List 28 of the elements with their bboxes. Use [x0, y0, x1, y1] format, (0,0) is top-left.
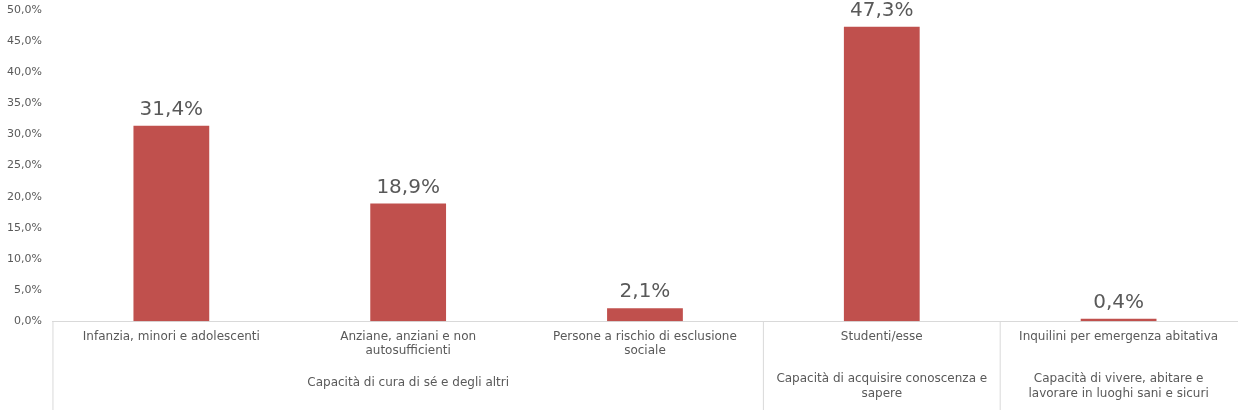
data-label: 47,3% [850, 0, 914, 22]
bar [607, 308, 683, 322]
y-tick-label: 45,0% [6, 33, 42, 47]
y-tick-label: 15,0% [6, 220, 42, 234]
y-tick-label: 10,0% [6, 251, 42, 265]
text: Capacità di cura di sé e degli altri [307, 375, 510, 390]
data-label: 18,9% [376, 173, 440, 198]
y-tick-label: 35,0% [6, 96, 42, 110]
x-tick-label: Studenti/esse [840, 328, 923, 343]
data-label: 2,1% [619, 278, 671, 303]
bar [370, 203, 447, 322]
y-tick-label: 0,0% [13, 314, 42, 328]
text: Capacità di vivere, abitare e lavorare in luoghi sani e sicuri [1028, 371, 1209, 401]
x-tick-label: Anziane, anziani e non autosufficienti [340, 328, 477, 357]
data-label: 31,4% [139, 95, 204, 120]
y-tick-label: 50,0% [6, 2, 42, 16]
data-label: 0,4% [1093, 288, 1144, 313]
y-tick-label: 40,0% [6, 65, 42, 79]
y-tick-label: 25,0% [6, 158, 42, 172]
bar [843, 26, 920, 322]
text: Capacità di acquisire conoscenza e sapere [776, 371, 988, 401]
bar [133, 125, 210, 322]
y-tick-label: 20,0% [6, 189, 42, 203]
x-tick-label: Inquilini per emergenza abitativa [1019, 328, 1219, 343]
y-tick-label: 30,0% [6, 127, 42, 141]
x-tick-label: Persone a rischio di esclusione sociale [553, 328, 737, 357]
x-tick-label: Infanzia, minori e adolescenti [82, 328, 260, 343]
y-tick-label: 5,0% [13, 282, 42, 296]
